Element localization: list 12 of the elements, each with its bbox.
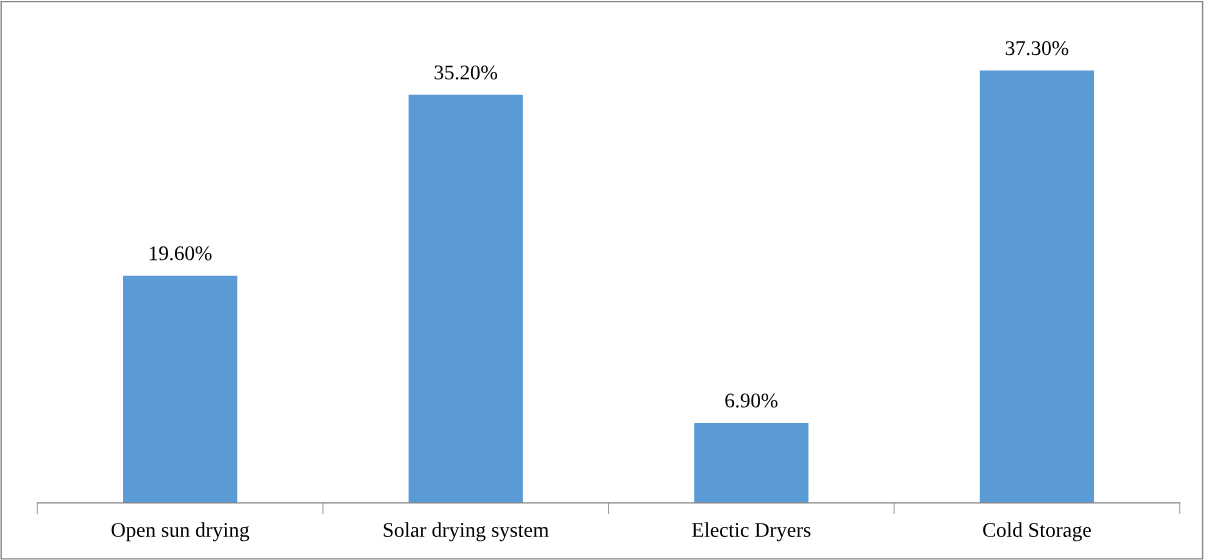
bar xyxy=(123,275,238,503)
x-tick-label: Cold Storage xyxy=(983,522,1091,542)
data-label: 37.30% xyxy=(1005,41,1069,56)
x-tick-label: Electic Dryers xyxy=(692,522,811,542)
data-label: 6.90% xyxy=(725,393,778,408)
data-label: 19.60% xyxy=(149,246,212,261)
bar xyxy=(694,422,809,503)
bar xyxy=(408,94,523,503)
bar xyxy=(979,70,1095,503)
data-label: 35.20% xyxy=(434,65,498,80)
x-tick-label: Solar drying system xyxy=(383,522,549,542)
x-tick-label: Open sun drying xyxy=(111,522,250,542)
